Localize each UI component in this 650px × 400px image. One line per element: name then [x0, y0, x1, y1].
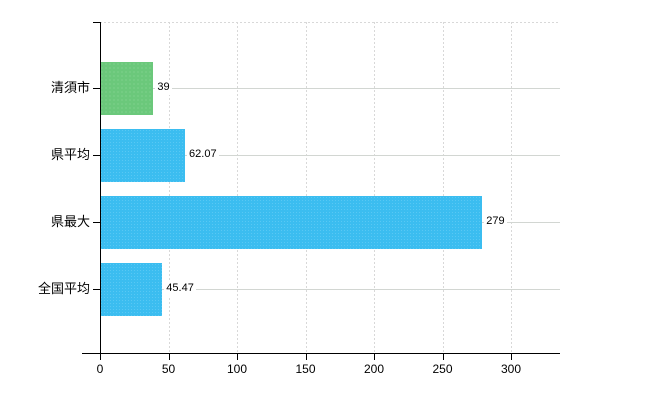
category-label: 県最大 — [50, 214, 90, 229]
bar-value-label: 45.47 — [164, 281, 196, 296]
row-gridline — [100, 88, 560, 89]
y-axis-tick — [93, 155, 100, 156]
x-gridline — [442, 22, 444, 353]
x-gridline — [511, 22, 512, 353]
bar-value-label: 279 — [484, 214, 507, 229]
category-label: 清須市 — [50, 80, 90, 95]
x-axis-tick — [442, 354, 444, 360]
x-axis-tick — [511, 354, 512, 360]
bar-value-label: 39 — [155, 80, 172, 95]
category-label: 全国平均 — [37, 281, 90, 296]
x-tick-label: 150 — [295, 362, 316, 376]
x-axis-line — [82, 353, 560, 354]
x-axis-tick — [237, 354, 238, 360]
x-tick-label: 300 — [500, 362, 522, 376]
y-axis-tick — [93, 88, 100, 89]
bar-1 — [100, 62, 154, 115]
y-axis-tick — [93, 222, 100, 223]
x-tick-label: 50 — [161, 362, 176, 376]
y-axis-top-tick — [93, 22, 100, 23]
x-tick-label: 0 — [96, 362, 104, 376]
row-gridline — [100, 289, 560, 290]
y-axis-tick — [93, 289, 100, 290]
x-axis-tick — [374, 354, 375, 360]
x-axis-tick — [305, 354, 307, 360]
x-axis-tick — [168, 354, 170, 360]
bar-2 — [100, 129, 186, 182]
bar-3 — [100, 196, 483, 249]
y-axis-line — [100, 22, 101, 360]
x-gridline — [374, 22, 375, 353]
category-label: 県平均 — [50, 147, 90, 162]
x-tick-label: 100 — [226, 362, 248, 376]
x-tick-label: 250 — [432, 362, 453, 376]
plot-top-border — [100, 22, 560, 23]
x-gridline — [237, 22, 238, 353]
x-gridline — [168, 22, 170, 353]
bar-value-label: 62.07 — [187, 147, 219, 162]
bar-4 — [100, 263, 163, 316]
row-gridline — [100, 155, 560, 156]
x-gridline — [305, 22, 307, 353]
x-tick-label: 200 — [363, 362, 385, 376]
